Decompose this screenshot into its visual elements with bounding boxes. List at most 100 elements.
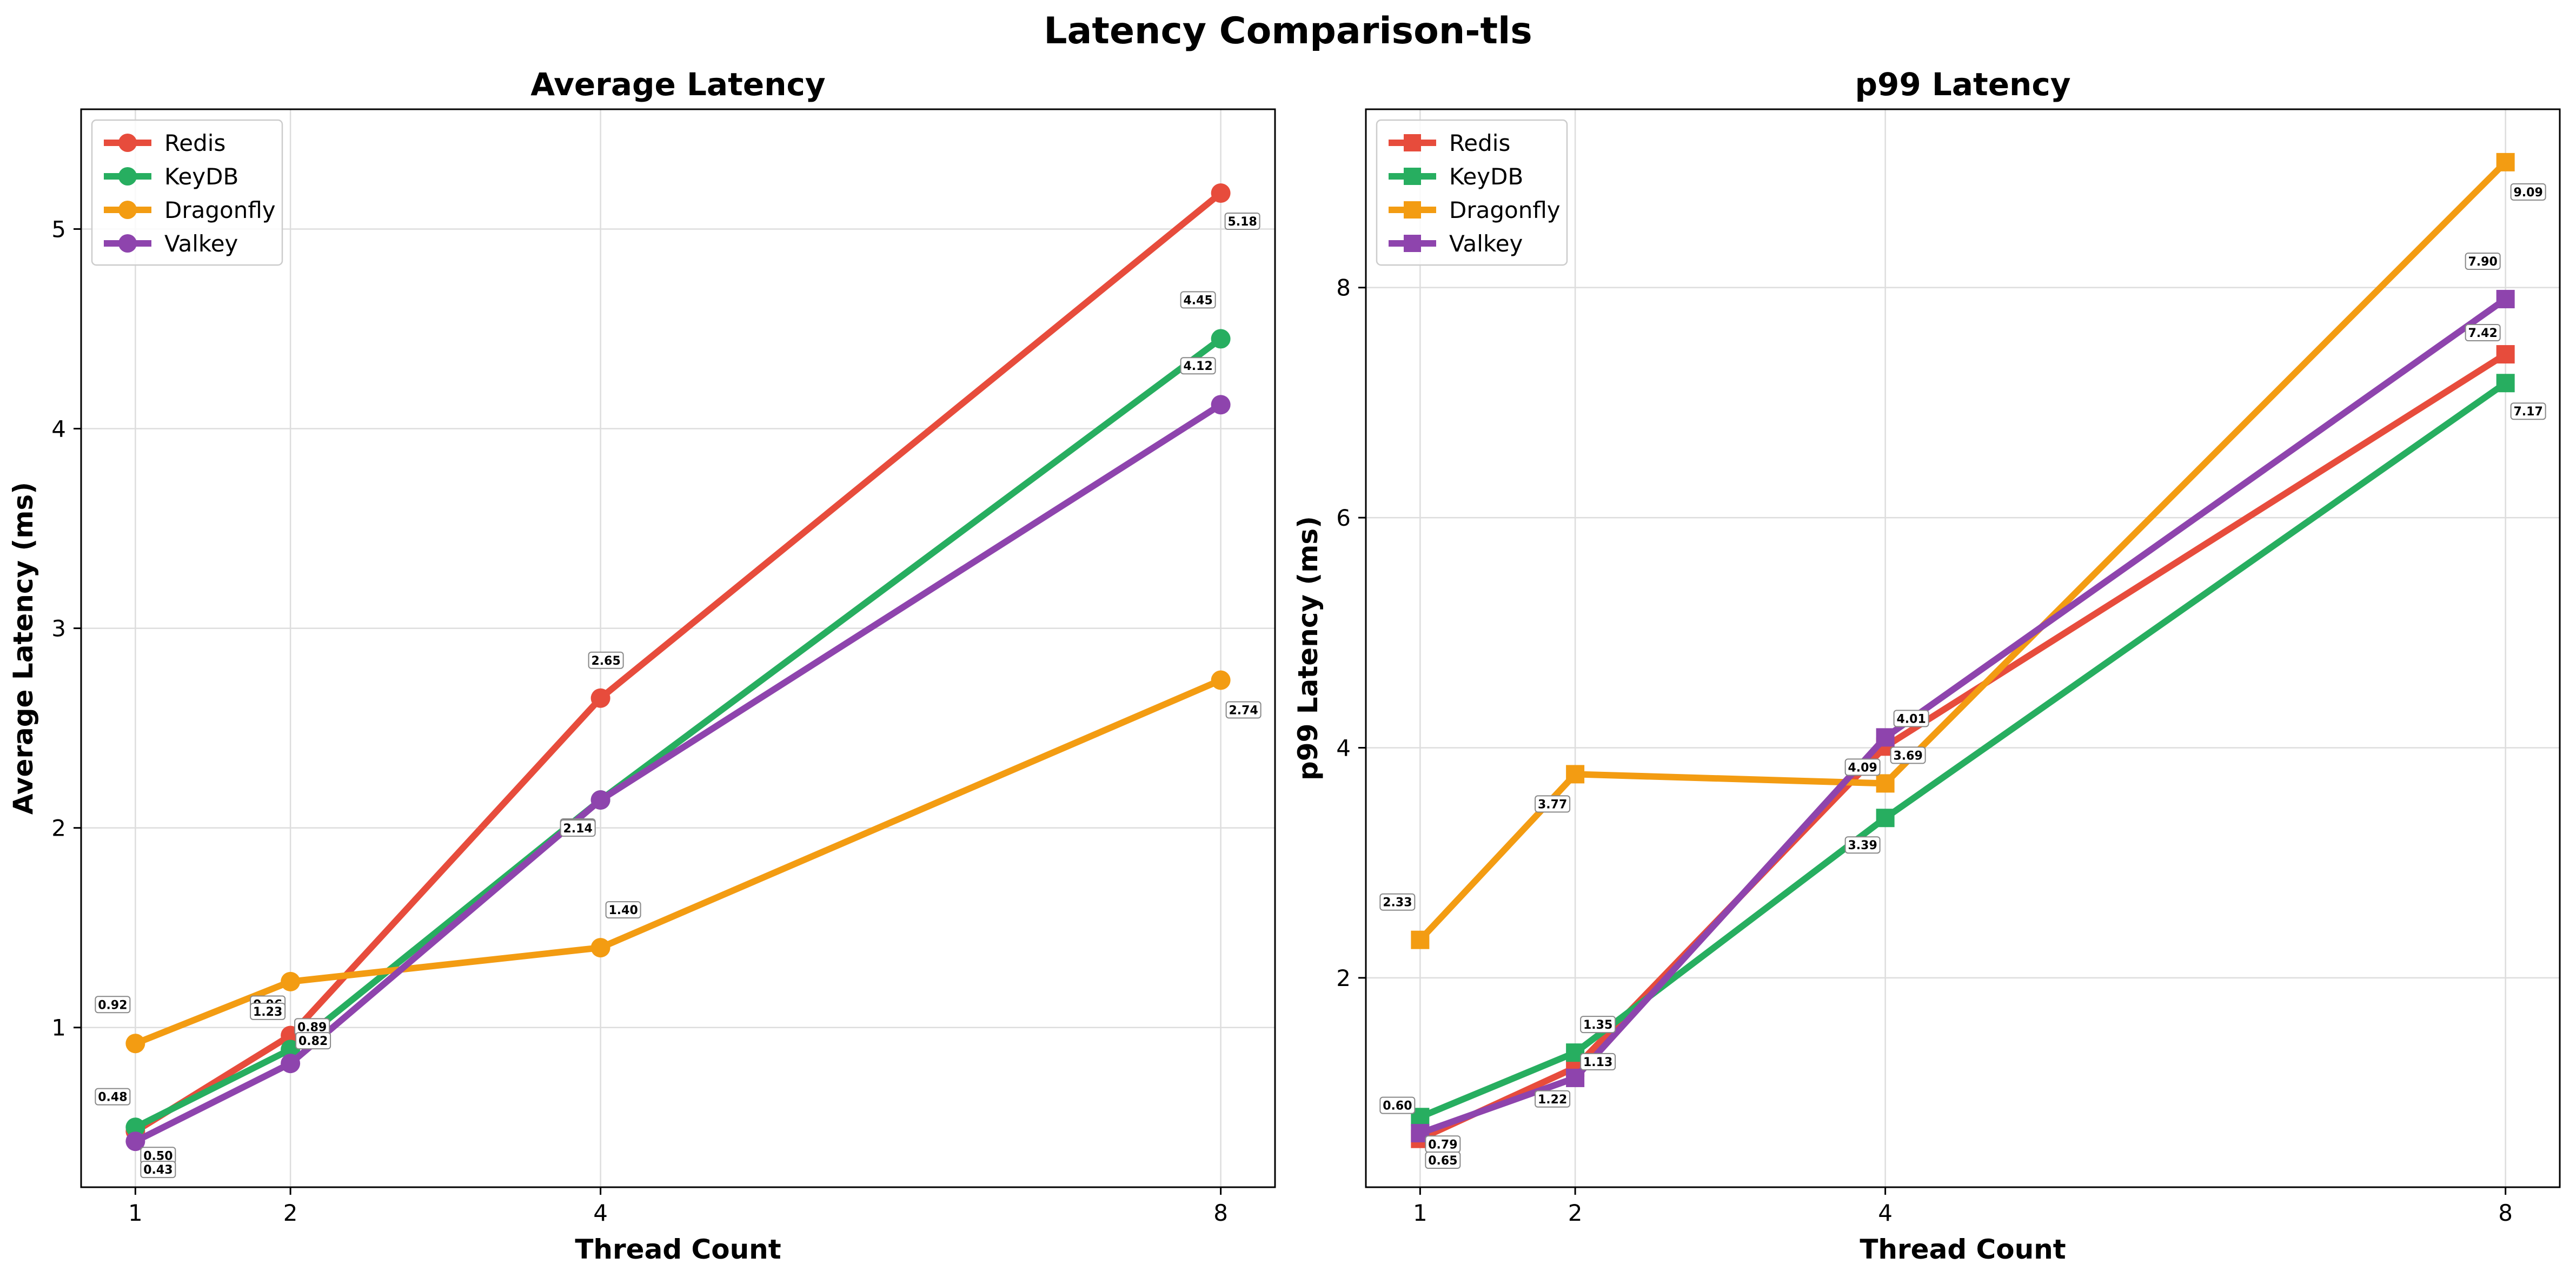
legend-entry-keydb: KeyDB bbox=[104, 163, 238, 190]
data-label-valkey: 2.14 bbox=[560, 819, 596, 837]
data-label-box bbox=[140, 1161, 176, 1179]
legend-entry-keydb: KeyDB bbox=[1389, 163, 1523, 190]
x-tick-label: 1 bbox=[128, 1200, 143, 1226]
legend-label: KeyDB bbox=[164, 163, 238, 190]
x-tick-label: 4 bbox=[593, 1200, 608, 1226]
data-point-dragonfly bbox=[1211, 670, 1231, 690]
x-tick-label: 8 bbox=[2498, 1200, 2513, 1226]
x-tick-label: 2 bbox=[283, 1200, 298, 1226]
legend-marker bbox=[1404, 201, 1421, 219]
y-axis-label: p99 Latency (ms) bbox=[1292, 516, 1324, 780]
legend-label: Redis bbox=[1449, 130, 1510, 156]
data-label-box bbox=[1580, 1053, 1616, 1070]
series-line-valkey bbox=[132, 401, 1224, 1145]
data-label-text: 0.79 bbox=[1428, 1138, 1457, 1152]
y-tick-label: 4 bbox=[1336, 735, 1351, 761]
series-line-dragonfly bbox=[1417, 158, 2509, 943]
y-tick-label: 5 bbox=[51, 216, 66, 242]
data-point-keydb bbox=[2496, 374, 2515, 393]
data-label-dragonfly: 3.69 bbox=[1890, 746, 1926, 764]
data-label-box bbox=[250, 1002, 286, 1020]
data-label-text: 3.77 bbox=[1538, 798, 1567, 811]
data-label-valkey: 1.13 bbox=[1580, 1053, 1616, 1070]
data-label-text: 7.17 bbox=[2513, 405, 2542, 419]
data-point-valkey bbox=[1566, 1068, 1585, 1087]
y-tick-label: 4 bbox=[51, 416, 66, 442]
data-label-box bbox=[588, 651, 624, 669]
legend-marker bbox=[1404, 168, 1421, 185]
data-label-dragonfly: 2.74 bbox=[1225, 701, 1262, 719]
data-label-valkey: 0.43 bbox=[140, 1161, 176, 1179]
data-label-box bbox=[1844, 758, 1881, 776]
subplot-title: Average Latency bbox=[530, 66, 825, 103]
data-label-text: 2.33 bbox=[1383, 896, 1412, 910]
data-label-box bbox=[605, 901, 641, 919]
data-label-text: 0.50 bbox=[143, 1149, 172, 1163]
data-label-text: 2.74 bbox=[1229, 704, 1258, 718]
y-tick-label: 2 bbox=[51, 815, 66, 842]
data-label-box bbox=[1893, 710, 1929, 727]
data-label-text: 0.92 bbox=[98, 998, 127, 1012]
data-label-dragonfly: 3.77 bbox=[1535, 795, 1571, 813]
data-label-box bbox=[1379, 1096, 1416, 1114]
data-label-box bbox=[1180, 291, 1216, 309]
data-label-box bbox=[2465, 324, 2501, 342]
data-label-box bbox=[95, 996, 131, 1014]
data-point-valkey bbox=[2496, 289, 2515, 308]
data-label-keydb: 0.79 bbox=[1425, 1135, 1461, 1153]
series-line-redis bbox=[132, 190, 1224, 1135]
subplot-title: p99 Latency bbox=[1855, 66, 2070, 103]
data-label-redis: 7.42 bbox=[2465, 324, 2501, 342]
y-axis-label: Average Latency (ms) bbox=[8, 482, 39, 815]
series-line-keydb bbox=[132, 335, 1224, 1131]
data-label-box bbox=[1225, 701, 1262, 719]
data-point-dragonfly bbox=[590, 938, 610, 958]
data-label-text: 4.01 bbox=[1896, 712, 1926, 726]
data-point-dragonfly bbox=[125, 1034, 145, 1054]
plot-frame bbox=[80, 108, 1276, 1188]
data-label-text: 2.14 bbox=[563, 822, 592, 836]
data-label-box bbox=[1890, 746, 1926, 764]
figure-title: Latency Comparison-tls bbox=[1044, 10, 1532, 52]
data-label-text: 3.39 bbox=[1848, 839, 1877, 852]
y-tick-label: 6 bbox=[1336, 505, 1351, 531]
data-label-keydb: 4.45 bbox=[1180, 291, 1216, 309]
data-label-text: 1.13 bbox=[1583, 1056, 1612, 1069]
data-label-dragonfly: 2.33 bbox=[1379, 893, 1416, 911]
data-point-dragonfly bbox=[2496, 153, 2515, 171]
data-point-valkey bbox=[1211, 395, 1231, 415]
data-label-valkey: 0.65 bbox=[1425, 1152, 1461, 1169]
legend-label: KeyDB bbox=[1449, 163, 1523, 190]
data-label-box bbox=[1180, 357, 1216, 375]
data-label-text: 9.09 bbox=[2513, 186, 2542, 200]
x-tick-label: 1 bbox=[1413, 1200, 1428, 1226]
series-line-dragonfly bbox=[132, 677, 1224, 1047]
data-label-box bbox=[1425, 1152, 1461, 1169]
data-label-redis: 5.18 bbox=[1224, 213, 1260, 230]
data-point-keydb bbox=[125, 1117, 145, 1137]
x-tick-label: 2 bbox=[1568, 1200, 1583, 1226]
data-point-valkey bbox=[1876, 728, 1895, 747]
data-point-redis bbox=[590, 688, 610, 708]
data-point-valkey bbox=[281, 1054, 301, 1074]
legend-entry-dragonfly: Dragonfly bbox=[1389, 197, 1561, 223]
legend-box bbox=[91, 119, 283, 266]
data-label-dragonfly: 9.09 bbox=[2510, 183, 2546, 201]
data-label-valkey: 4.09 bbox=[1844, 758, 1881, 776]
data-label-box bbox=[2465, 252, 2501, 270]
series-line-valkey bbox=[1417, 295, 2509, 1137]
y-tick-label: 1 bbox=[51, 1015, 66, 1041]
data-label-box bbox=[560, 819, 596, 837]
data-point-dragonfly bbox=[1566, 765, 1585, 784]
legend-marker bbox=[118, 201, 137, 219]
data-label-dragonfly: 1.23 bbox=[250, 1002, 286, 1020]
data-label-valkey: 0.82 bbox=[295, 1032, 331, 1050]
data-label-text: 1.22 bbox=[1538, 1093, 1567, 1107]
data-label-box bbox=[2510, 402, 2546, 420]
data-label-box bbox=[1580, 1016, 1616, 1034]
legend-box bbox=[1376, 119, 1568, 266]
legend-entry-redis: Redis bbox=[1389, 130, 1510, 156]
data-label-redis: 0.60 bbox=[1379, 1096, 1416, 1114]
data-label-text: 3.69 bbox=[1893, 749, 1922, 763]
data-label-keydb: 3.39 bbox=[1844, 836, 1881, 854]
